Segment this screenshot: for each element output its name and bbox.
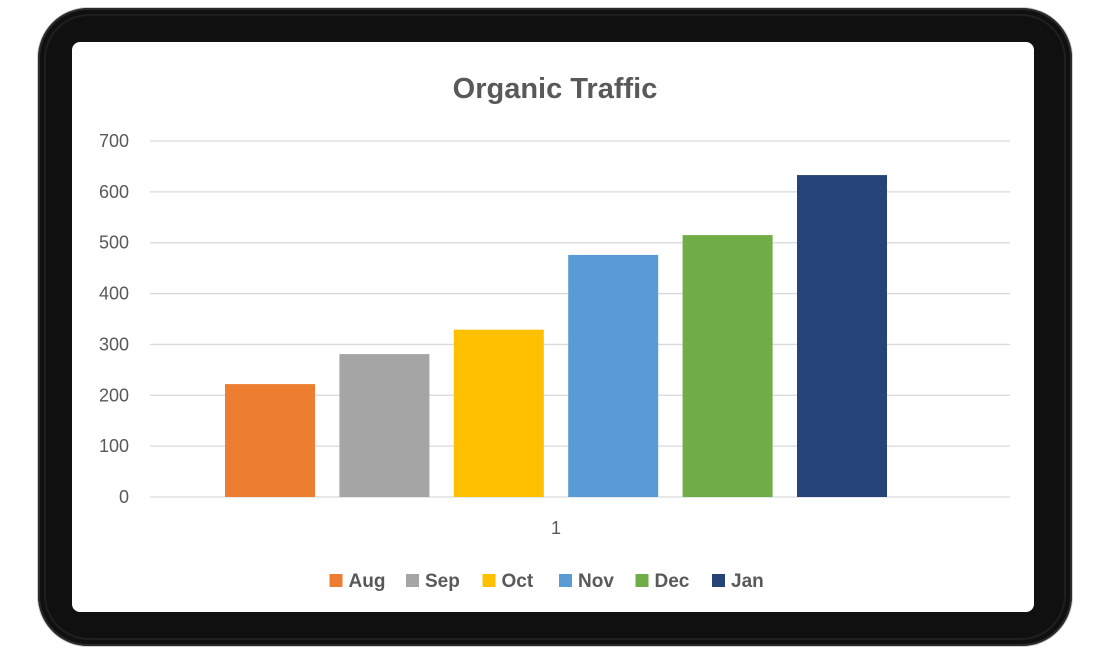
bar-jan bbox=[797, 175, 887, 497]
y-tick-label: 200 bbox=[99, 385, 129, 405]
legend-item-nov: Nov bbox=[559, 571, 614, 592]
legend-label: Jan bbox=[731, 571, 764, 592]
legend-label: Aug bbox=[349, 571, 386, 592]
legend-swatch bbox=[482, 574, 496, 587]
x-category-label: 1 bbox=[551, 518, 561, 538]
legend-label: Dec bbox=[655, 571, 690, 592]
legend-item-aug: Aug bbox=[329, 571, 386, 592]
y-tick-label: 700 bbox=[99, 131, 129, 151]
bar-aug bbox=[225, 384, 315, 497]
legend-swatch bbox=[406, 574, 419, 587]
legend-item-dec: Dec bbox=[635, 571, 690, 592]
bar-dec bbox=[682, 235, 773, 498]
legend-label: Sep bbox=[425, 571, 460, 592]
legend-swatch bbox=[559, 574, 572, 587]
y-tick-label: 0 bbox=[119, 487, 129, 507]
bar-nov bbox=[568, 254, 659, 497]
bar-sep bbox=[339, 354, 430, 497]
bar-oct bbox=[453, 329, 544, 497]
y-axis-ticks: 0 100 200 300 400 500 600 700 bbox=[99, 131, 129, 507]
legend-swatch bbox=[635, 574, 649, 587]
tablet-screen: Organic Traffic 0 100 200 300 400 500 600 700 1… bbox=[72, 42, 1034, 612]
bars bbox=[225, 175, 887, 498]
legend-item-jan: Jan bbox=[712, 571, 764, 592]
bar-chart: Organic Traffic 0 100 200 300 400 500 600 700 1… bbox=[99, 73, 1010, 592]
legend: Aug Sep Oct Nov Dec Jan bbox=[329, 571, 764, 592]
legend-item-sep: Sep bbox=[406, 571, 460, 592]
y-tick-label: 100 bbox=[99, 436, 129, 456]
x-axis-categories: 1 bbox=[551, 518, 561, 538]
legend-label: Oct bbox=[502, 571, 534, 592]
y-tick-label: 400 bbox=[99, 284, 129, 304]
legend-swatch bbox=[329, 574, 343, 587]
y-tick-label: 600 bbox=[99, 182, 129, 202]
legend-swatch bbox=[712, 574, 725, 587]
chart-title: Organic Traffic bbox=[453, 73, 658, 105]
legend-label: Nov bbox=[578, 571, 614, 592]
y-tick-label: 500 bbox=[99, 233, 129, 253]
y-tick-label: 300 bbox=[99, 334, 129, 354]
legend-item-oct: Oct bbox=[482, 571, 534, 592]
